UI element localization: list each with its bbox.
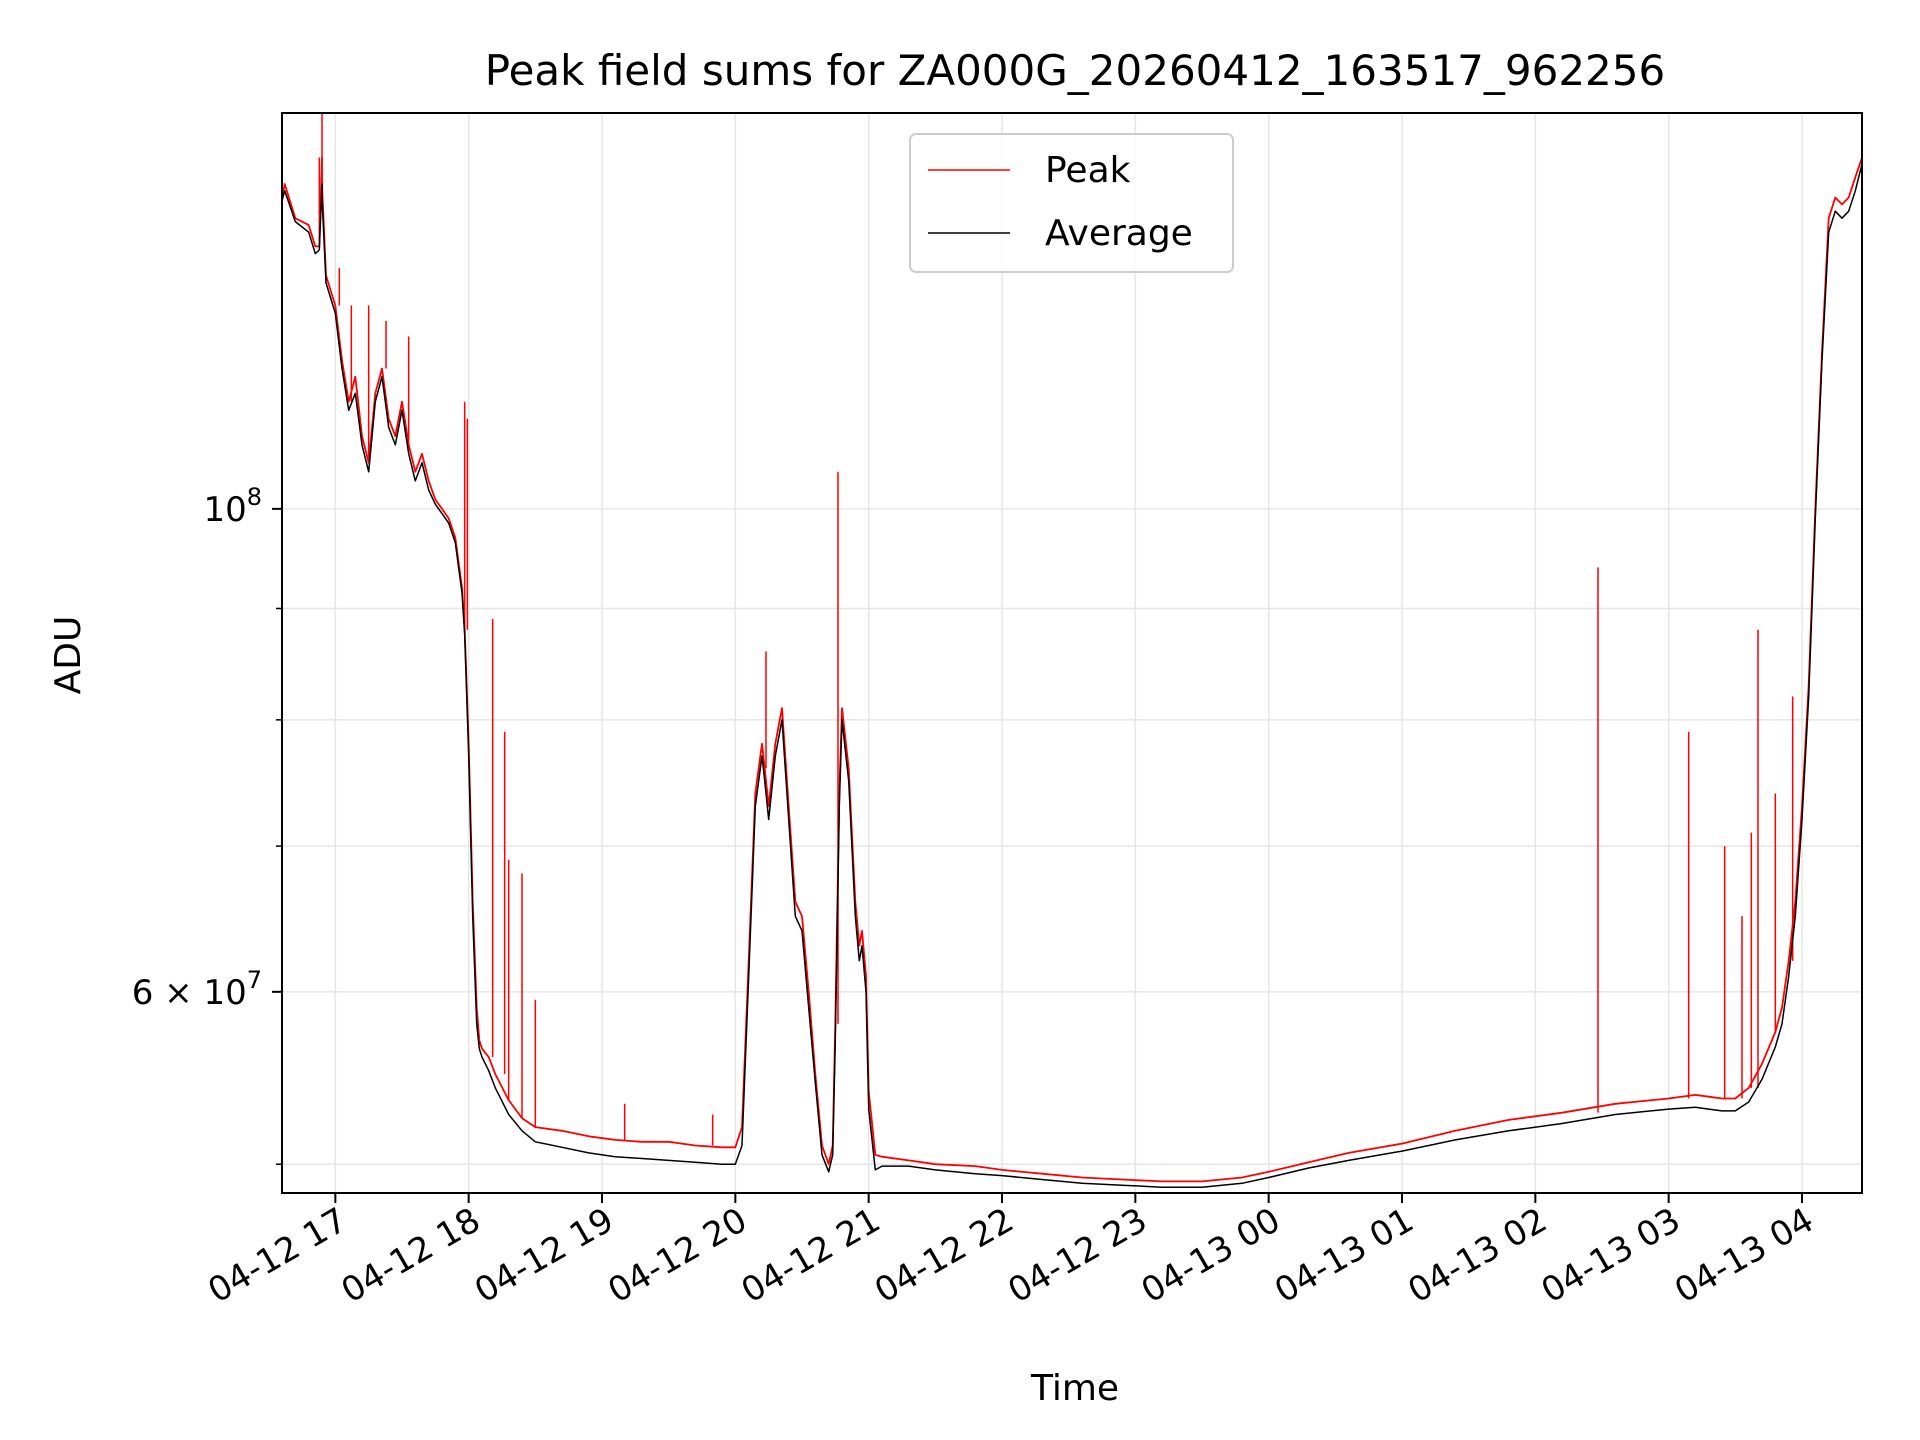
y-axis-ticks: 108 6 × 107: [132, 483, 282, 1165]
x-tick-label: 04-13 04: [1668, 1200, 1820, 1311]
y-tick-label: 108: [203, 483, 262, 530]
series-line-peak: [281, 156, 1863, 1183]
x-tick-label: 04-13 01: [1268, 1200, 1420, 1311]
x-tick-label: 04-12 19: [468, 1200, 620, 1311]
x-tick-label: 04-12 20: [601, 1200, 753, 1311]
legend: Peak Average: [909, 133, 1234, 273]
legend-box: [909, 133, 1234, 273]
series-layer: [281, 113, 1863, 1188]
x-tick-label: 04-12 21: [735, 1200, 887, 1311]
x-tick-label: 04-12 18: [335, 1200, 487, 1311]
x-tick-label: 04-12 22: [868, 1200, 1020, 1311]
legend-peak-label: Peak: [1045, 150, 1131, 191]
legend-average-label: Average: [1045, 213, 1193, 254]
x-tick-label: 04-12 17: [201, 1200, 353, 1311]
y-axis-label: ADU: [48, 616, 89, 695]
x-tick-label: 04-13 02: [1401, 1200, 1553, 1311]
x-tick-label: 04-12 23: [1001, 1200, 1153, 1311]
chart-title: Peak field sums for ZA000G_20260412_1635…: [485, 46, 1665, 95]
y-tick-label: 6 × 107: [132, 966, 262, 1013]
x-tick-label: 04-13 03: [1535, 1200, 1687, 1311]
grid-lines: [282, 113, 1862, 1193]
x-axis-label: Time: [1030, 1368, 1119, 1409]
axes-frame: [281, 112, 1863, 1194]
series-line-average: [281, 163, 1863, 1188]
x-tick-label: 04-13 00: [1135, 1200, 1287, 1311]
